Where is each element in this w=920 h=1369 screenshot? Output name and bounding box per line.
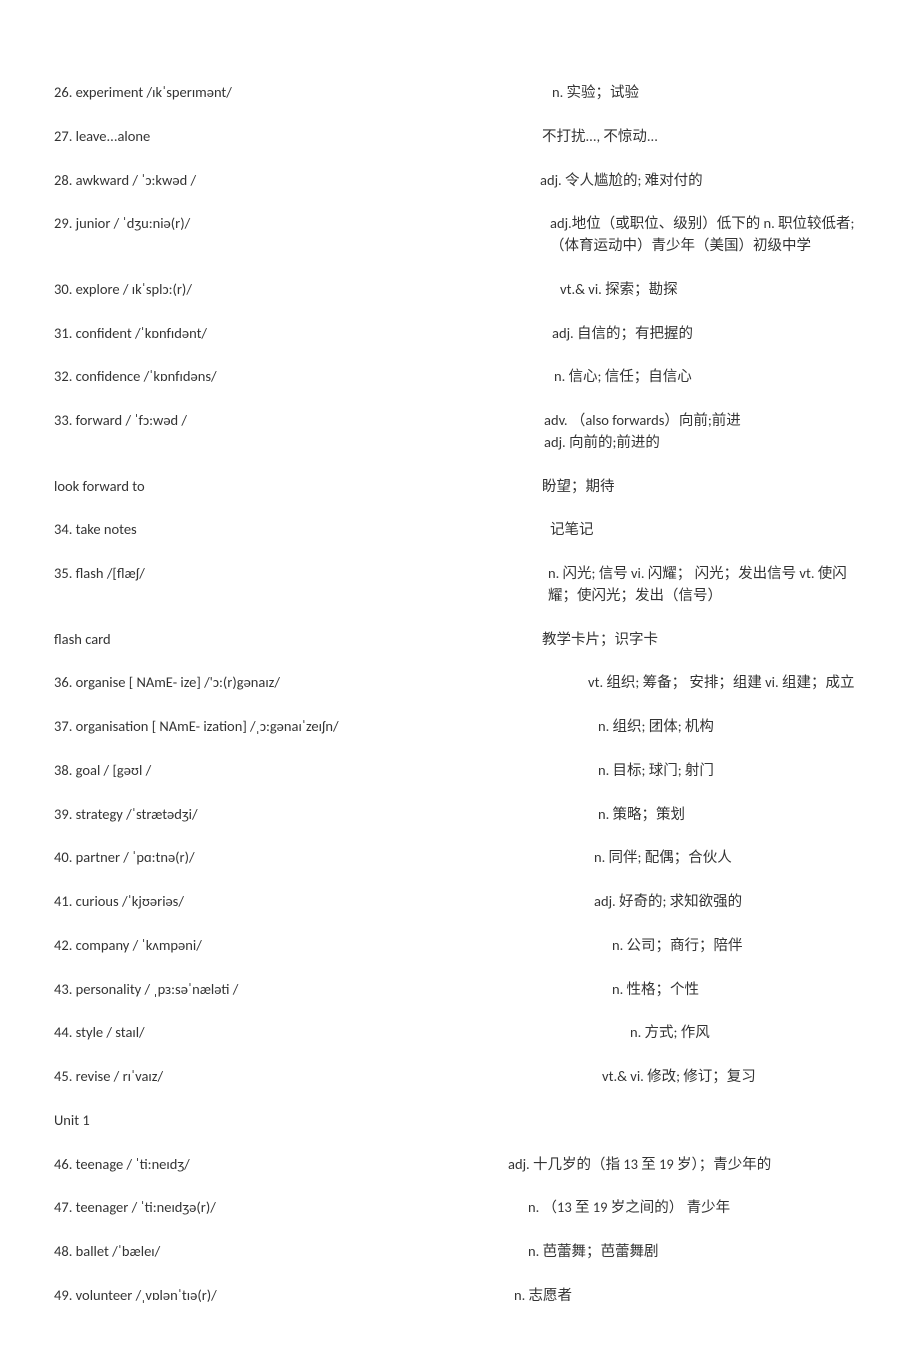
vocab-definition: n. 信心; 信任；自信心 [494, 366, 866, 388]
vocab-definition: adj. 自信的；有把握的 [494, 323, 866, 345]
vocab-definition: n. 志愿者 [494, 1285, 866, 1307]
vocab-term: 33. forward / ˈfɔ:wəd / [54, 410, 494, 432]
vocab-term: 38. goal / [gəʊl / [54, 760, 494, 782]
vocab-row: 39. strategy /ˈstrætədʒi/n. 策略；策划 [54, 804, 866, 826]
vocab-term: 37. organisation [ NAmE- ization] /ˌɔ:gə… [54, 716, 494, 738]
vocab-row: 45. revise / rɪˈvaɪz/vt.& vi. 修改; 修订；复习 [54, 1066, 866, 1088]
vocab-row: 33. forward / ˈfɔ:wəd /adv. （also forwar… [54, 410, 866, 454]
vocab-row: look forward to盼望；期待 [54, 476, 866, 498]
vocab-definition: vt.& vi. 修改; 修订；复习 [494, 1066, 866, 1088]
vocab-definition: n. （13 至 19 岁之间的） 青少年 [494, 1197, 866, 1219]
vocab-definition: 不打扰..., 不惊动... [494, 126, 866, 148]
vocabulary-list-1: 26. experiment /ɪkˈsperɪmənt/n. 实验；试验27.… [54, 82, 866, 1088]
vocab-definition: n. 策略；策划 [494, 804, 866, 826]
vocab-term: 30. explore / ɪkˈsplɔ:(r)/ [54, 279, 494, 301]
vocab-term: 40. partner / ˈpɑ:tnə(r)/ [54, 847, 494, 869]
vocab-term: 47. teenager / ˈti:neɪdʒə(r)/ [54, 1197, 494, 1219]
vocab-row: 38. goal / [gəʊl /n. 目标; 球门; 射门 [54, 760, 866, 782]
vocab-definition: n. 芭蕾舞；芭蕾舞剧 [494, 1241, 866, 1263]
vocab-definition: adj.地位（或职位、级别）低下的 n. 职位较低者; （体育运动中）青少年（美… [494, 213, 866, 257]
vocab-row: flash card教学卡片；识字卡 [54, 629, 866, 651]
vocab-definition: n. 闪光; 信号 vi. 闪耀； 闪光；发出信号 vt. 使闪耀；使闪光；发出… [494, 563, 866, 607]
vocab-term: 34. take notes [54, 519, 494, 541]
vocab-row: 46. teenage / ˈti:neɪdʒ/adj. 十几岁的（指 13 至… [54, 1154, 866, 1176]
vocab-row: 41. curious /ˈkjʊəriəs/adj. 好奇的; 求知欲强的 [54, 891, 866, 913]
vocab-row: 48. ballet /ˈbæleɪ/n. 芭蕾舞；芭蕾舞剧 [54, 1241, 866, 1263]
vocabulary-list-2: 46. teenage / ˈti:neɪdʒ/adj. 十几岁的（指 13 至… [54, 1154, 866, 1307]
vocab-row: 37. organisation [ NAmE- ization] /ˌɔ:gə… [54, 716, 866, 738]
vocab-row: 36. organise [ NAmE- ize] /'ɔ:(r)gənaɪz/… [54, 672, 866, 694]
vocab-row: 43. personality / ˌpɜ:səˈnæləti /n. 性格；个… [54, 979, 866, 1001]
vocab-definition: 盼望；期待 [494, 476, 866, 498]
vocab-definition: vt. 组织; 筹备； 安排；组建 vi. 组建；成立 [494, 672, 866, 694]
vocab-row: 42. company / ˈkʌmpəni/n. 公司；商行；陪伴 [54, 935, 866, 957]
vocab-term: 28. awkward / ˈɔ:kwəd / [54, 170, 494, 192]
vocab-row: 32. confidence /ˈkɒnfɪdəns/n. 信心; 信任；自信心 [54, 366, 866, 388]
vocab-row: 44. style / staɪl/n. 方式; 作风 [54, 1022, 866, 1044]
vocab-definition: n. 组织; 团体; 机构 [494, 716, 866, 738]
vocab-term: 32. confidence /ˈkɒnfɪdəns/ [54, 366, 494, 388]
vocab-definition: n. 方式; 作风 [494, 1022, 866, 1044]
vocab-row: 40. partner / ˈpɑ:tnə(r)/n. 同伴; 配偶；合伙人 [54, 847, 866, 869]
vocab-definition: n. 公司；商行；陪伴 [494, 935, 866, 957]
vocab-term: 49. volunteer /ˌvɒlənˈtɪə(r)/ [54, 1285, 494, 1307]
vocab-term: 27. leave...alone [54, 126, 494, 148]
vocab-row: 47. teenager / ˈti:neɪdʒə(r)/n. （13 至 19… [54, 1197, 866, 1219]
vocab-row: 29. junior / ˈdʒu:niə(r)/adj.地位（或职位、级别）低… [54, 213, 866, 257]
vocab-term: 44. style / staɪl/ [54, 1022, 494, 1044]
vocab-term: 31. confident /ˈkɒnfɪdənt/ [54, 323, 494, 345]
vocab-term: 41. curious /ˈkjʊəriəs/ [54, 891, 494, 913]
vocab-term: 35. flash /[flæʃ/ [54, 563, 494, 585]
vocab-definition: 教学卡片；识字卡 [494, 629, 866, 651]
vocab-definition: n. 目标; 球门; 射门 [494, 760, 866, 782]
vocab-row: 31. confident /ˈkɒnfɪdənt/adj. 自信的；有把握的 [54, 323, 866, 345]
vocab-term: 39. strategy /ˈstrætədʒi/ [54, 804, 494, 826]
vocab-row: 27. leave...alone不打扰..., 不惊动... [54, 126, 866, 148]
vocab-term: 46. teenage / ˈti:neɪdʒ/ [54, 1154, 494, 1176]
vocab-definition: vt.& vi. 探索；勘探 [494, 279, 866, 301]
vocab-definition: n. 性格；个性 [494, 979, 866, 1001]
vocab-term: 42. company / ˈkʌmpəni/ [54, 935, 494, 957]
vocab-row: 28. awkward / ˈɔ:kwəd /adj. 令人尴尬的; 难对付的 [54, 170, 866, 192]
vocab-term: 36. organise [ NAmE- ize] /'ɔ:(r)gənaɪz/ [54, 672, 494, 694]
vocab-row: 26. experiment /ɪkˈsperɪmənt/n. 实验；试验 [54, 82, 866, 104]
vocab-row: 35. flash /[flæʃ/n. 闪光; 信号 vi. 闪耀； 闪光；发出… [54, 563, 866, 607]
vocab-definition: adj. 十几岁的（指 13 至 19 岁）；青少年的 [494, 1154, 866, 1176]
vocab-definition: adv. （also forwards）向前;前进adj. 向前的;前进的 [494, 410, 866, 454]
vocab-term: 48. ballet /ˈbæleɪ/ [54, 1241, 494, 1263]
vocab-definition: 记笔记 [494, 519, 866, 541]
vocab-term: look forward to [54, 476, 494, 498]
vocab-definition: n. 实验；试验 [494, 82, 866, 104]
vocab-definition: adj. 令人尴尬的; 难对付的 [494, 170, 866, 192]
vocab-definition: n. 同伴; 配偶；合伙人 [494, 847, 866, 869]
vocab-term: 29. junior / ˈdʒu:niə(r)/ [54, 213, 494, 235]
vocab-term: 26. experiment /ɪkˈsperɪmənt/ [54, 82, 494, 104]
vocab-row: 49. volunteer /ˌvɒlənˈtɪə(r)/n. 志愿者 [54, 1285, 866, 1307]
unit-heading: Unit 1 [54, 1110, 866, 1132]
vocab-definition: adj. 好奇的; 求知欲强的 [494, 891, 866, 913]
vocab-row: 34. take notes记笔记 [54, 519, 866, 541]
vocabulary-page: 26. experiment /ɪkˈsperɪmənt/n. 实验；试验27.… [0, 0, 920, 1369]
vocab-term: 45. revise / rɪˈvaɪz/ [54, 1066, 494, 1088]
vocab-row: 30. explore / ɪkˈsplɔ:(r)/vt.& vi. 探索；勘探 [54, 279, 866, 301]
vocab-term: 43. personality / ˌpɜ:səˈnæləti / [54, 979, 494, 1001]
vocab-term: flash card [54, 629, 494, 651]
